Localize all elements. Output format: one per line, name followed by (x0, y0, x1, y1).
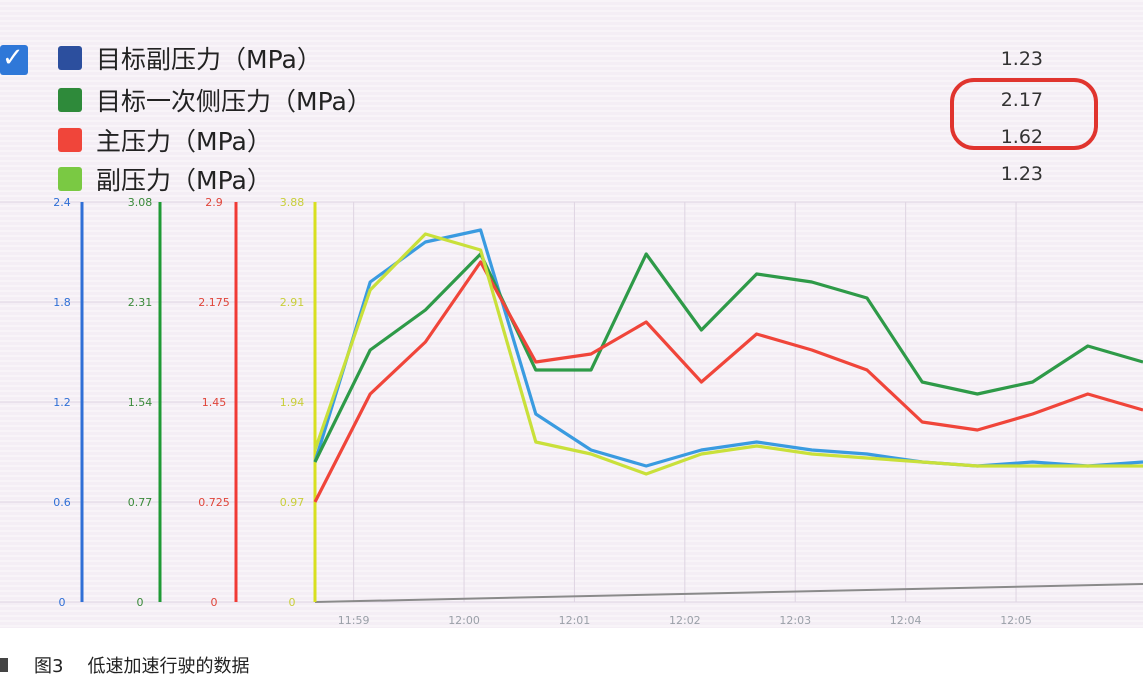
legend-item-target-secondary-pressure[interactable]: 目标副压力（MPa） (58, 40, 322, 76)
x-axis-line (314, 583, 1143, 603)
legend-swatch (58, 88, 82, 112)
legend-label: 主压力（MPa） (96, 127, 272, 156)
x-tick-label: 12:01 (559, 614, 591, 627)
x-tick-label: 12:05 (1000, 614, 1032, 627)
y-tick-label: 1.54 (128, 396, 153, 409)
caption-figure-number: 图3 (34, 656, 64, 677)
legend-value: 2.17 (1000, 89, 1043, 111)
y-tick-label: 0 (211, 596, 218, 609)
legend-label: 副压力（MPa） (96, 166, 272, 195)
legend-item-target-primary-side-pressure[interactable]: 目标一次侧压力（MPa） (58, 82, 372, 118)
checkmark-glyph: ✓ (2, 43, 24, 73)
x-tick-label: 12:04 (890, 614, 922, 627)
y-tick-label: 1.94 (280, 396, 305, 409)
legend-label: 目标一次侧压力（MPa） (96, 87, 372, 116)
y-tick-label: 0 (59, 596, 66, 609)
y-tick-label: 3.08 (128, 196, 153, 209)
line-chart: 11:59 12:00 12:01 12:02 12:03 12:04 12:05 0 0.6 1… (0, 196, 1143, 627)
y-tick-label: 0 (289, 596, 296, 609)
caption-text: 低速加速行驶的数据 (87, 656, 250, 677)
caption-marker (0, 658, 8, 672)
y-tick-label: 0 (137, 596, 144, 609)
y-tick-label: 2.175 (198, 296, 230, 309)
series-line (313, 228, 1143, 468)
legend-item-main-pressure[interactable]: 主压力（MPa） (58, 122, 272, 158)
y-tick-label: 2.31 (128, 296, 153, 309)
series-line (313, 260, 1143, 503)
legend-label: 目标副压力（MPa） (96, 45, 322, 74)
legend-value: 1.23 (1000, 163, 1043, 185)
figure-caption: 图3 低速加速行驶的数据 (0, 652, 249, 678)
series-line (313, 252, 1143, 463)
series-line (313, 232, 1143, 476)
legend-value: 1.62 (1000, 126, 1043, 148)
y-tick-label: 3.88 (280, 196, 305, 209)
y-tick-label: 0.77 (128, 496, 153, 509)
x-tick-label: 11:59 (338, 614, 370, 627)
highlight-circle (950, 78, 1098, 150)
y-tick-label: 1.45 (202, 396, 227, 409)
x-tick-label: 12:03 (779, 614, 811, 627)
legend-swatch (58, 128, 82, 152)
y-tick-label: 2.9 (205, 196, 223, 209)
y-tick-label: 1.2 (53, 396, 71, 409)
chart-screen: ✓ 目标副压力（MPa） 目标一次侧压力（MPa） 主压力（MPa） 副压力（M… (0, 0, 1143, 628)
legend-swatch (58, 46, 82, 70)
x-tick-label: 12:00 (448, 614, 480, 627)
x-tick-label: 12:02 (669, 614, 701, 627)
y-tick-label: 2.91 (280, 296, 305, 309)
legend-item-secondary-pressure[interactable]: 副压力（MPa） (58, 161, 272, 197)
legend-swatch (58, 167, 82, 191)
y-tick-label: 0.725 (198, 496, 230, 509)
y-tick-label: 1.8 (53, 296, 71, 309)
legend-value: 1.23 (1000, 48, 1043, 70)
y-tick-label: 0.97 (280, 496, 305, 509)
y-tick-label: 2.4 (53, 196, 71, 209)
check-icon[interactable]: ✓ (0, 43, 28, 75)
y-tick-label: 0.6 (53, 496, 71, 509)
